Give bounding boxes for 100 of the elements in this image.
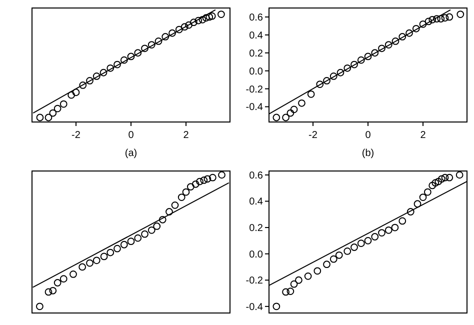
point — [127, 238, 135, 246]
point — [182, 188, 190, 196]
point — [92, 72, 100, 80]
point — [290, 106, 298, 114]
point — [446, 174, 454, 182]
point — [371, 49, 379, 57]
point — [384, 41, 392, 48]
point — [446, 13, 454, 21]
y-tick-label: 0.6 — [249, 170, 264, 182]
y-tick-label: 0.2 — [249, 48, 264, 60]
y-tick-label: 0.0 — [249, 249, 264, 260]
point — [414, 200, 422, 208]
point — [175, 26, 183, 34]
point — [49, 286, 57, 294]
point — [68, 91, 76, 99]
y-tick-label: 0.0 — [249, 66, 264, 78]
point — [434, 178, 442, 186]
point — [114, 244, 121, 252]
point — [79, 82, 87, 89]
point — [350, 60, 358, 68]
point — [298, 99, 306, 107]
point — [78, 263, 86, 271]
point — [392, 38, 400, 45]
point — [364, 236, 372, 244]
y-tick-label: -0.4 — [246, 302, 264, 313]
point — [178, 194, 186, 201]
point — [206, 13, 214, 21]
point — [166, 208, 173, 216]
point — [441, 174, 449, 182]
point — [70, 270, 77, 278]
point — [218, 171, 226, 179]
point — [437, 15, 445, 22]
point — [44, 288, 52, 296]
point — [428, 16, 436, 24]
point — [344, 64, 352, 72]
point — [153, 222, 161, 230]
point — [72, 88, 80, 96]
point — [304, 272, 312, 280]
point — [44, 114, 52, 122]
point — [419, 194, 427, 201]
point — [378, 229, 386, 236]
x-tick-label: 0 — [128, 130, 134, 141]
point — [158, 216, 166, 224]
point — [282, 114, 290, 122]
point — [134, 234, 142, 242]
point — [86, 77, 94, 84]
point — [92, 256, 100, 264]
point — [100, 68, 108, 76]
point — [120, 240, 128, 248]
point — [186, 183, 194, 190]
point — [185, 21, 192, 29]
point — [316, 80, 324, 88]
x-axis-title: (a) — [124, 148, 138, 159]
point — [60, 275, 68, 283]
point — [335, 251, 343, 259]
point — [194, 16, 202, 24]
point — [134, 49, 142, 57]
point — [406, 29, 413, 37]
point — [106, 248, 114, 256]
point — [272, 302, 280, 310]
point — [350, 244, 358, 251]
point — [398, 217, 406, 225]
point — [154, 38, 162, 45]
point — [36, 114, 44, 122]
point — [364, 52, 372, 60]
point — [200, 176, 208, 184]
x-tick-label: 0 — [365, 130, 372, 141]
point — [290, 280, 298, 288]
point — [286, 109, 294, 117]
point — [456, 10, 464, 18]
point — [282, 288, 290, 296]
point — [456, 171, 464, 179]
point — [148, 226, 156, 234]
point — [198, 16, 206, 24]
point — [192, 180, 200, 188]
point — [196, 178, 204, 186]
x-tick-label: -2 — [308, 130, 318, 141]
point — [419, 20, 427, 28]
x-axis-title: (b) — [362, 148, 374, 159]
point — [398, 33, 406, 40]
point — [424, 18, 432, 26]
y-tick-label: 0.4 — [249, 30, 264, 42]
point — [100, 252, 108, 260]
point — [218, 10, 225, 18]
y-tick-label: 0.6 — [249, 12, 264, 24]
point — [295, 276, 302, 284]
x-tick-label: -2 — [72, 130, 81, 141]
point — [114, 60, 121, 68]
point — [141, 44, 148, 52]
point — [208, 12, 216, 20]
point — [406, 208, 414, 216]
point — [54, 104, 62, 112]
point — [384, 226, 392, 234]
point — [60, 100, 68, 108]
point — [36, 302, 44, 310]
point — [190, 18, 198, 26]
point — [378, 44, 386, 52]
point — [86, 259, 94, 267]
point — [148, 41, 156, 48]
x-tick-label: 2 — [420, 130, 426, 141]
